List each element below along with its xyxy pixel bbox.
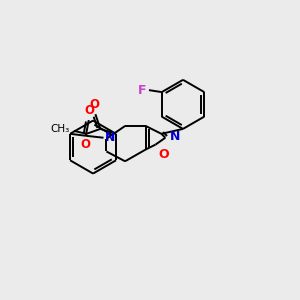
Text: N: N [170, 130, 181, 143]
Text: CH₃: CH₃ [51, 124, 70, 134]
Text: F: F [137, 84, 146, 97]
Text: O: O [81, 138, 91, 151]
Text: O: O [158, 148, 169, 160]
Text: O: O [89, 98, 99, 111]
Text: O: O [85, 104, 95, 117]
Text: N: N [104, 131, 115, 144]
